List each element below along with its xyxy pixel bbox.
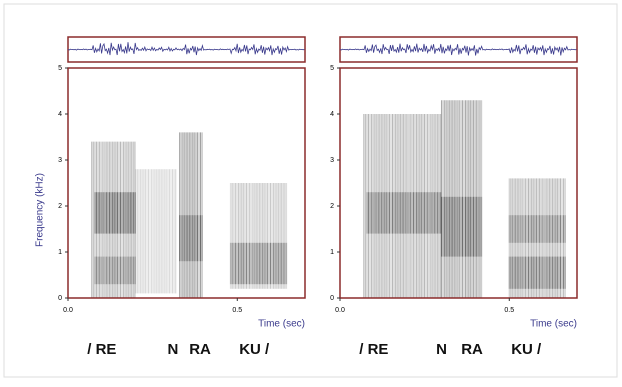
x-tick-label: 0.5 [504,307,514,314]
plot-box [68,68,305,298]
x-axis-label: Time (sec) [530,319,577,330]
waveform [67,42,305,56]
y-tick-label: 3 [58,157,62,164]
waveform [339,43,577,56]
plot-border [67,67,306,299]
y-tick-label: 3 [330,157,334,164]
x-axis-label: Time (sec) [258,319,305,330]
syllable-label: N [436,341,447,358]
y-tick-label: 1 [330,249,334,256]
syllable-label: KU / [239,341,270,358]
plot-box [340,68,577,298]
y-tick-label: 4 [330,111,334,118]
y-tick-label: 5 [330,65,334,72]
y-tick-label: 0 [58,295,62,302]
syllable-label: / RE [87,341,116,358]
syllable-label: KU / [511,341,542,358]
x-tick-label: 0.0 [335,307,345,314]
y-tick-label: 4 [58,111,62,118]
syllable-label: / RE [359,341,388,358]
y-axis-label: Frequency (kHz) [35,173,46,247]
x-tick-label: 0.5 [232,307,242,314]
y-tick-label: 2 [330,203,334,210]
syllable-label: N [168,341,179,358]
x-tick-label: 0.0 [63,307,73,314]
syllable-label: RA [189,341,211,358]
y-tick-label: 0 [330,295,334,302]
y-tick-label: 1 [58,249,62,256]
y-tick-label: 5 [58,65,62,72]
syllable-label: RA [461,341,483,358]
plot-border [339,67,578,299]
y-tick-label: 2 [58,203,62,210]
